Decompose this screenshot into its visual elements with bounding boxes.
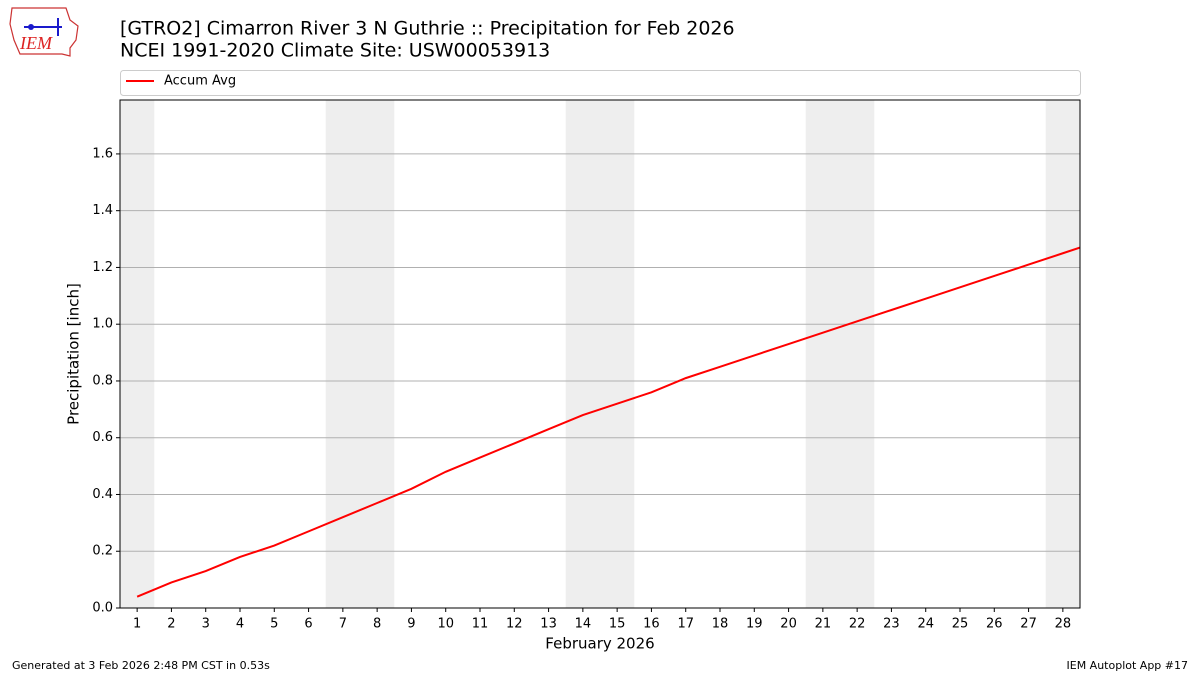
background-layer	[120, 100, 1080, 609]
chart-subtitle: NCEI 1991-2020 Climate Site: USW00053913	[120, 40, 550, 62]
x-tick-label: 2	[167, 617, 175, 632]
x-tick-label: 12	[506, 617, 523, 632]
weekend-shade	[565, 100, 635, 608]
chart-title: [GTRO2] Cimarron River 3 N Guthrie :: Pr…	[120, 18, 735, 40]
x-tick-label: 17	[677, 617, 694, 632]
x-tick-label: 16	[643, 617, 660, 632]
x-tick-label: 19	[746, 617, 763, 632]
x-tick-label: 8	[373, 617, 381, 632]
plot-frame	[119, 99, 1081, 609]
x-tick-label: 1	[133, 617, 141, 632]
logo: IEM	[9, 7, 79, 57]
weekend-shade	[805, 100, 875, 608]
x-tick-label: 15	[609, 617, 626, 632]
footer-right: IEM Autoplot App #17	[1067, 659, 1189, 672]
y-tick-label: 0.6	[92, 430, 113, 445]
x-tick-label: 18	[712, 617, 729, 632]
footer-left: Generated at 3 Feb 2026 2:48 PM CST in 0…	[12, 659, 270, 672]
y-tick-label: 0.8	[92, 373, 113, 388]
x-tick-label: 27	[1020, 617, 1037, 632]
x-tick-label: 9	[407, 617, 415, 632]
x-tick-label: 14	[575, 617, 592, 632]
foreground-layer: 0.00.20.40.60.81.01.21.41.61 2 3 4 5 6 7 8 9 10 11…	[92, 74, 1081, 632]
y-tick-label: 1.4	[92, 203, 113, 218]
y-tick-label: 1.0	[92, 317, 113, 332]
x-tick-label: 21	[815, 617, 832, 632]
legend-box	[120, 70, 1081, 96]
x-tick-label: 13	[540, 617, 557, 632]
x-tick-label: 3	[202, 617, 210, 632]
x-tick-label: 5	[270, 617, 278, 632]
x-tick-label: 10	[437, 617, 454, 632]
y-tick-label: 0.2	[92, 544, 113, 559]
x-tick-label: 25	[952, 617, 969, 632]
x-tick-label: 20	[780, 617, 797, 632]
x-tick-label: 7	[339, 617, 347, 632]
logo-text: IEM	[19, 33, 53, 53]
x-axis-label: February 2026	[545, 635, 654, 653]
y-axis-label: Precipitation [inch]	[65, 283, 83, 425]
weekend-shade	[120, 100, 155, 608]
x-tick-label: 23	[883, 617, 900, 632]
x-tick-label: 26	[986, 617, 1003, 632]
weekend-shade	[1045, 100, 1080, 608]
weekend-shade	[325, 100, 395, 608]
y-tick-label: 0.4	[92, 487, 113, 502]
y-tick-label: 1.2	[92, 260, 113, 275]
x-tick-label: 6	[304, 617, 312, 632]
x-tick-label: 24	[917, 617, 934, 632]
y-tick-label: 0.0	[92, 601, 113, 616]
x-tick-label: 22	[849, 617, 866, 632]
x-tick-label: 28	[1055, 617, 1072, 632]
series-line	[136, 246, 1080, 598]
y-tick-label: 1.6	[92, 146, 113, 161]
x-tick-label: 4	[236, 617, 244, 632]
legend-label: Accum Avg	[164, 74, 236, 89]
x-tick-label: 11	[472, 617, 489, 632]
